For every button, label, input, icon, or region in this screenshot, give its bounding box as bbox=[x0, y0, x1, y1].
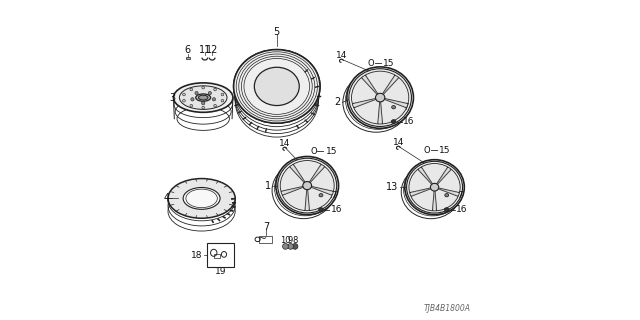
Polygon shape bbox=[436, 168, 451, 184]
Circle shape bbox=[214, 88, 216, 91]
Circle shape bbox=[202, 101, 205, 105]
Text: 1: 1 bbox=[265, 180, 271, 191]
Text: 16: 16 bbox=[456, 205, 468, 214]
Polygon shape bbox=[411, 188, 431, 196]
Ellipse shape bbox=[392, 106, 396, 109]
Text: 14: 14 bbox=[393, 138, 404, 147]
Polygon shape bbox=[282, 187, 303, 195]
Text: O: O bbox=[368, 59, 374, 68]
Bar bbox=[186, 57, 190, 59]
Text: 6: 6 bbox=[185, 44, 191, 55]
Circle shape bbox=[214, 104, 216, 107]
Ellipse shape bbox=[349, 69, 412, 126]
Ellipse shape bbox=[409, 164, 460, 211]
Circle shape bbox=[202, 106, 205, 109]
Circle shape bbox=[190, 104, 193, 107]
Text: 12: 12 bbox=[206, 44, 218, 55]
Text: 11: 11 bbox=[198, 44, 211, 55]
Polygon shape bbox=[291, 165, 305, 182]
Text: 2: 2 bbox=[335, 97, 340, 108]
Ellipse shape bbox=[168, 179, 236, 218]
Text: 16: 16 bbox=[331, 205, 342, 214]
Ellipse shape bbox=[319, 208, 323, 212]
Text: 4: 4 bbox=[163, 193, 170, 204]
Text: 14: 14 bbox=[336, 51, 347, 60]
Text: O: O bbox=[310, 147, 317, 156]
Polygon shape bbox=[311, 187, 332, 195]
Text: 15: 15 bbox=[326, 147, 337, 156]
Text: 17: 17 bbox=[327, 191, 338, 200]
Circle shape bbox=[283, 244, 288, 249]
Ellipse shape bbox=[392, 120, 396, 124]
Ellipse shape bbox=[430, 183, 439, 191]
Polygon shape bbox=[438, 188, 458, 196]
Text: 3: 3 bbox=[169, 92, 175, 103]
Bar bbox=[259, 236, 272, 243]
Circle shape bbox=[195, 92, 198, 95]
Text: 15: 15 bbox=[440, 146, 451, 155]
Polygon shape bbox=[305, 190, 309, 210]
Ellipse shape bbox=[445, 208, 449, 212]
Text: 5: 5 bbox=[274, 27, 280, 37]
Ellipse shape bbox=[234, 50, 320, 123]
Polygon shape bbox=[385, 99, 406, 107]
Text: 16: 16 bbox=[403, 117, 415, 126]
Polygon shape bbox=[383, 76, 398, 94]
Circle shape bbox=[221, 93, 224, 96]
Bar bbox=[207, 243, 234, 267]
Ellipse shape bbox=[183, 188, 220, 209]
Polygon shape bbox=[354, 99, 376, 107]
Ellipse shape bbox=[376, 93, 385, 102]
Text: TJB4B1800A: TJB4B1800A bbox=[424, 304, 470, 313]
Text: 15: 15 bbox=[383, 59, 395, 68]
Text: 17: 17 bbox=[452, 191, 464, 200]
Ellipse shape bbox=[179, 86, 227, 109]
Polygon shape bbox=[362, 76, 378, 94]
Ellipse shape bbox=[405, 160, 465, 215]
Text: 14: 14 bbox=[279, 139, 291, 148]
Circle shape bbox=[182, 99, 186, 102]
Circle shape bbox=[292, 244, 298, 249]
Text: 8: 8 bbox=[292, 236, 298, 245]
Ellipse shape bbox=[173, 83, 233, 112]
Text: O: O bbox=[424, 146, 431, 155]
Ellipse shape bbox=[254, 67, 300, 106]
Ellipse shape bbox=[445, 194, 449, 197]
Ellipse shape bbox=[347, 67, 413, 128]
Text: 9: 9 bbox=[288, 236, 293, 245]
Polygon shape bbox=[433, 191, 436, 210]
Ellipse shape bbox=[276, 156, 339, 215]
Text: 19: 19 bbox=[215, 267, 226, 276]
Text: 17: 17 bbox=[399, 103, 411, 112]
Text: 10: 10 bbox=[280, 236, 291, 245]
Ellipse shape bbox=[319, 194, 323, 197]
Circle shape bbox=[288, 244, 293, 249]
Circle shape bbox=[212, 98, 216, 101]
Polygon shape bbox=[419, 168, 433, 184]
Text: 18: 18 bbox=[191, 251, 202, 260]
Circle shape bbox=[190, 88, 193, 91]
Bar bbox=[214, 254, 220, 258]
Circle shape bbox=[221, 99, 224, 102]
Ellipse shape bbox=[406, 161, 463, 213]
Ellipse shape bbox=[351, 71, 409, 124]
Polygon shape bbox=[378, 102, 382, 123]
Ellipse shape bbox=[198, 95, 208, 100]
Text: ~: ~ bbox=[258, 234, 267, 244]
Circle shape bbox=[182, 93, 186, 96]
Ellipse shape bbox=[303, 181, 312, 190]
Text: 7: 7 bbox=[263, 221, 269, 232]
Text: 13: 13 bbox=[386, 182, 398, 192]
Polygon shape bbox=[310, 165, 324, 182]
Circle shape bbox=[208, 92, 211, 95]
Circle shape bbox=[202, 86, 205, 89]
Ellipse shape bbox=[196, 94, 211, 101]
Ellipse shape bbox=[280, 161, 334, 211]
Ellipse shape bbox=[278, 158, 337, 213]
Circle shape bbox=[191, 98, 194, 101]
